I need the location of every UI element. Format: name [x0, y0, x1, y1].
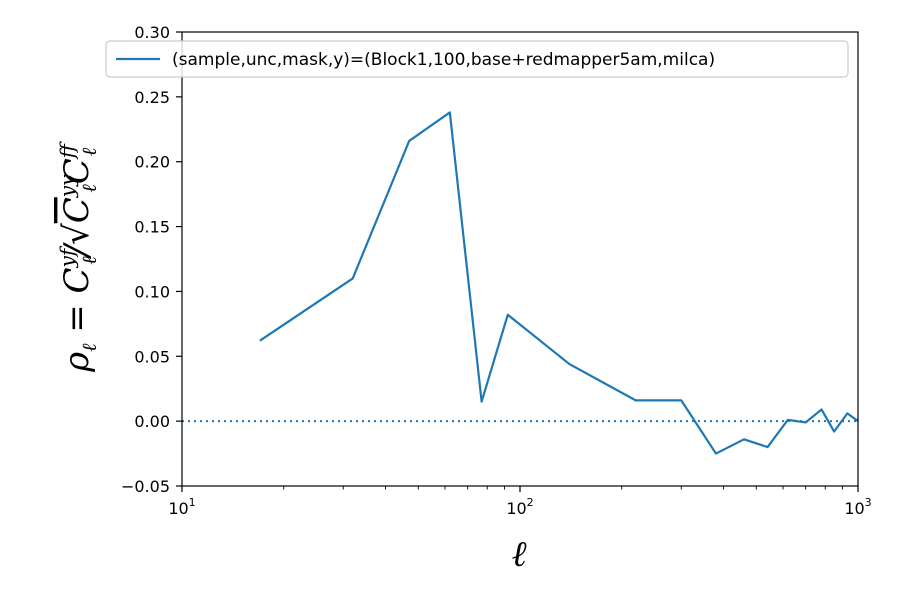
x-axis-label: ℓ	[512, 534, 527, 575]
x-tick-label: 102	[506, 496, 533, 518]
y-tick-label: −0.05	[121, 477, 170, 496]
y-tick-label: 0.30	[134, 23, 170, 42]
y-tick-label: 0.20	[134, 153, 170, 172]
y-axis-label: ρℓ = Cyfℓ/√CyyℓCffℓ	[55, 140, 101, 373]
plot-area: −0.05 0.00 0.05 0.10 0.15 0.20 0.25 0.30 101 102 1…	[105, 23, 872, 518]
x-tick-label: 101	[168, 496, 195, 518]
y-tick-label: 0.10	[134, 282, 170, 301]
y-tick-label: 0.25	[134, 88, 170, 107]
legend-box	[105, 40, 849, 78]
x-tick-label: 103	[844, 496, 871, 518]
series-line-0	[259, 111, 859, 455]
y-tick-label: 0.15	[134, 218, 170, 237]
legend-label: (sample,unc,mask,y)=(Block1,100,base+red…	[172, 50, 715, 70]
y-tick-label: 0.05	[134, 347, 170, 366]
y-tick-label: 0.00	[134, 412, 170, 431]
svg-text:ρℓ = Cyfℓ/√CyyℓCffℓ: ρℓ = Cyfℓ/√CyyℓCffℓ	[55, 140, 101, 373]
